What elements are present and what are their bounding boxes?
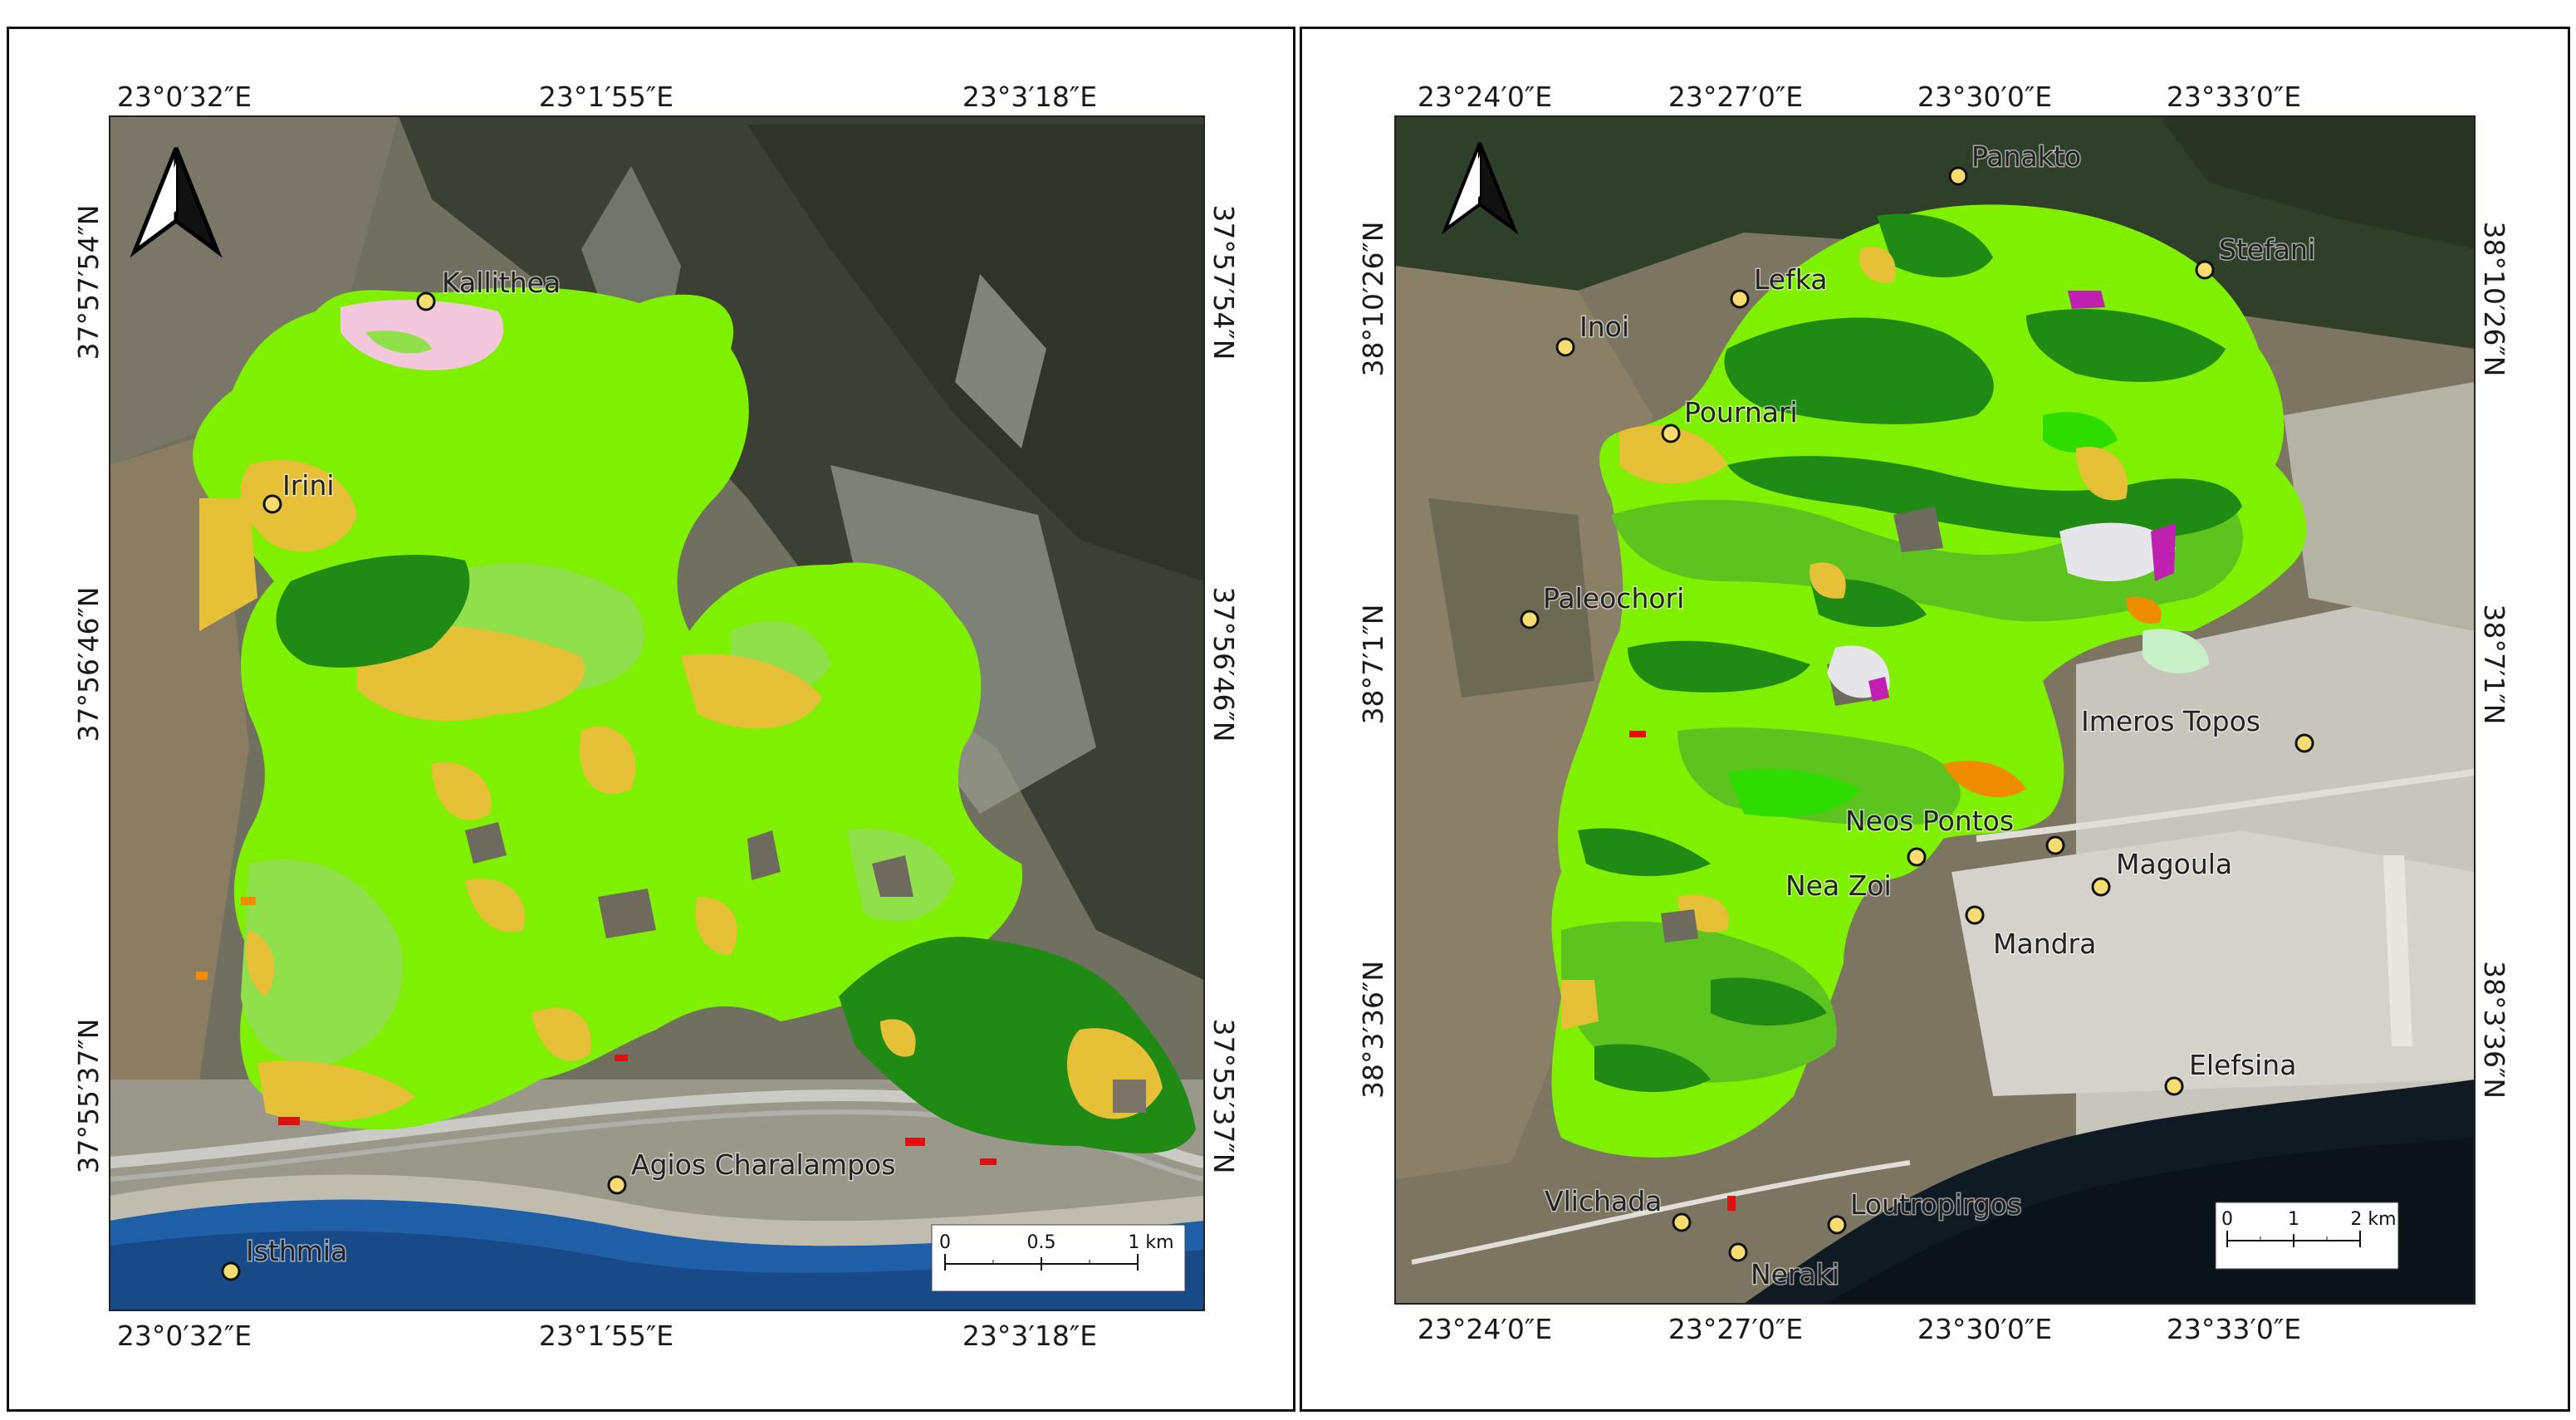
svg-text:Irini: Irini [282, 469, 335, 502]
scale-tick-label: 0.5 [1027, 1232, 1056, 1253]
left-panel-frame [7, 27, 1295, 1412]
place-marker-agios-charalampos[interactable]: Agios Charalampos [607, 1148, 897, 1195]
left-top-lon-label: 23°3′18″E [962, 81, 1097, 113]
north-arrow-icon [130, 147, 223, 258]
left-scale-bar: 0 0.5 1 km [931, 1224, 1186, 1292]
left-burn-severity-area [193, 286, 1023, 1129]
place-marker-isthmia[interactable]: Isthmia [221, 1234, 349, 1281]
place-marker-kallithea[interactable]: Kallithea [416, 266, 562, 311]
left-lat-label: 37°55′37″N [72, 1019, 105, 1174]
scale-tick-label: 0 [939, 1232, 951, 1253]
left-bottom-lon-label: 23°1′55″E [539, 1320, 673, 1352]
left-bottom-lon-label: 23°0′32″E [117, 1320, 252, 1352]
right-panel-frame [1300, 27, 2570, 1412]
right-lat-label: 37°57′54″N [1207, 205, 1240, 360]
left-lat-label: 37°56′46″N [72, 587, 105, 742]
left-map-neatline [109, 115, 1205, 1311]
left-lat-label: 37°57′54″N [72, 205, 105, 360]
svg-text:Kallithea: Kallithea [442, 267, 561, 299]
right-lat-label: 37°56′46″N [1207, 587, 1240, 742]
left-top-lon-label: 23°1′55″E [539, 81, 673, 113]
svg-text:Isthmia: Isthmia [246, 1235, 347, 1267]
left-map-imagery [110, 116, 1204, 1310]
place-marker-irini[interactable]: Irini [262, 468, 335, 514]
left-top-lon-label: 23°0′32″E [117, 81, 252, 113]
scale-tick-label: 1 km [1128, 1232, 1173, 1253]
left-bottom-lon-label: 23°3′18″E [962, 1320, 1097, 1352]
right-lat-label: 37°55′37″N [1207, 1019, 1240, 1174]
svg-text:Agios Charalampos: Agios Charalampos [631, 1148, 895, 1181]
left-burn-southeast [839, 937, 1196, 1153]
